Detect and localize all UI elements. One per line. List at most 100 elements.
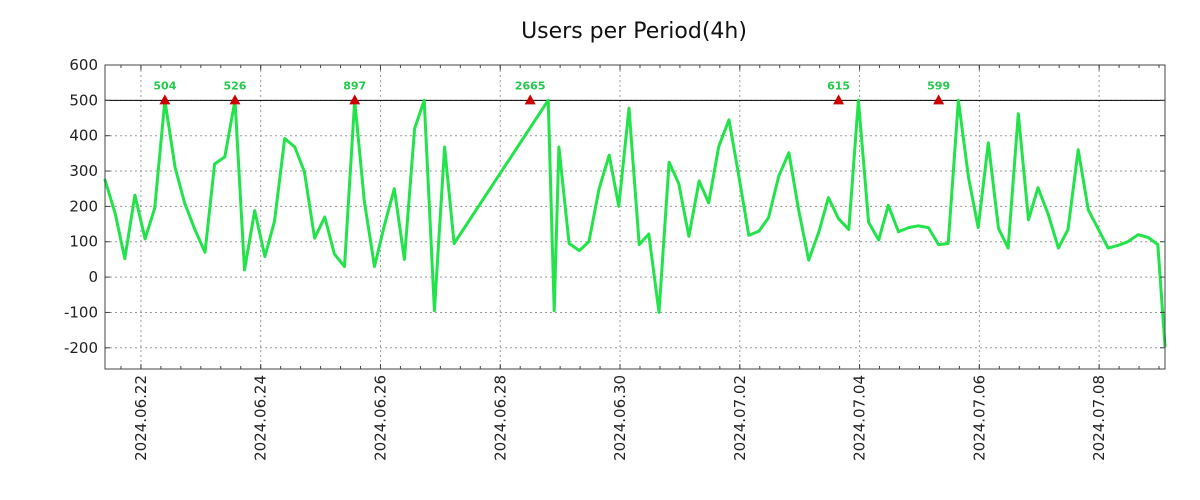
data-point [1037,186,1040,189]
data-point [293,146,296,149]
data-point [193,228,196,231]
data-point [897,230,900,233]
data-point [657,311,660,314]
y-tick-label: 500 [69,91,98,109]
data-point [867,221,870,224]
data-point [987,141,990,144]
data-point [443,146,446,149]
data-point [728,118,731,121]
peak-label: 615 [827,79,850,92]
peak-marker [833,94,845,105]
series-layer [103,98,1167,348]
peak-label: 526 [223,79,246,92]
data-point [797,208,800,211]
peak-marker [159,94,171,105]
peak-layer: 504 526 897 2665 615 599 [153,79,950,105]
data-point [1156,243,1159,246]
data-point [343,265,346,268]
y-tick-label: 600 [69,56,98,74]
data-point [547,99,550,102]
data-point [213,162,216,165]
data-point [433,309,436,312]
data-point [747,234,750,237]
data-point [363,200,366,203]
data-point [837,217,840,220]
y-tick-label: 200 [69,197,98,215]
data-point [887,204,890,207]
data-point [383,223,386,226]
data-point [767,216,770,219]
x-tick-label: 2024.07.06 [970,375,988,461]
data-point [1077,148,1080,151]
axis-layer: 600 500 400 300 200 100 0 -100 -200 2024.06.22 202… [64,56,1165,461]
chart-title: Users per Period(4h) [521,19,747,44]
data-point [807,259,810,262]
data-point [707,201,710,204]
data-point [847,228,850,231]
data-point [144,237,147,240]
data-point [333,253,336,256]
data-point [587,240,590,243]
data-point [557,146,560,149]
data-point [423,99,426,102]
data-point [617,205,620,208]
data-point [1117,244,1120,247]
data-point [204,251,207,254]
data-point [1007,247,1010,250]
x-tick-label: 2024.07.02 [731,375,749,461]
data-point [1147,236,1150,239]
data-point [668,161,671,164]
data-point [578,249,581,252]
data-point [997,227,1000,230]
data-point [453,242,456,245]
data-point [1066,228,1069,231]
data-point [1096,227,1099,230]
data-point [827,196,830,199]
x-tick-label: 2024.07.08 [1090,375,1108,461]
data-point [1057,247,1060,250]
y-tick-label: 400 [69,127,98,145]
data-point [1107,247,1110,250]
data-point [687,235,690,238]
data-point [917,224,920,227]
peak-label: 504 [153,79,176,92]
series-line-users [103,98,1167,348]
data-point [857,99,860,102]
y-tick-label: 300 [69,162,98,180]
data-point [323,216,326,218]
data-point [243,269,246,272]
data-point [817,230,820,233]
data-point [608,154,611,157]
data-point [153,207,156,210]
data-point [183,201,186,204]
data-point [717,145,720,148]
data-point [313,237,316,240]
data-point [413,127,416,130]
x-tick-label: 2024.06.30 [611,375,629,461]
data-point [373,265,376,268]
data-point [677,182,680,185]
data-point [1017,112,1020,115]
data-point [757,230,760,233]
peak-marker [933,94,945,105]
x-tick-label: 2024.06.28 [491,375,509,461]
plot-frame [104,64,1166,370]
x-tick-label: 2024.06.26 [371,375,389,461]
data-point [263,255,266,258]
peak-label: 897 [343,79,366,92]
data-point [927,226,930,229]
data-point [114,212,117,215]
data-point [877,238,880,241]
data-point [907,226,910,229]
peak-marker [229,94,241,105]
data-point [403,258,406,261]
data-point [1137,233,1140,236]
peak-label: 599 [927,79,950,92]
peak-marker [524,94,536,105]
data-point [1027,218,1030,221]
data-point [698,179,701,182]
data-point [1126,240,1129,243]
x-tick-label: 2024.07.04 [851,375,869,461]
data-point [273,220,276,223]
